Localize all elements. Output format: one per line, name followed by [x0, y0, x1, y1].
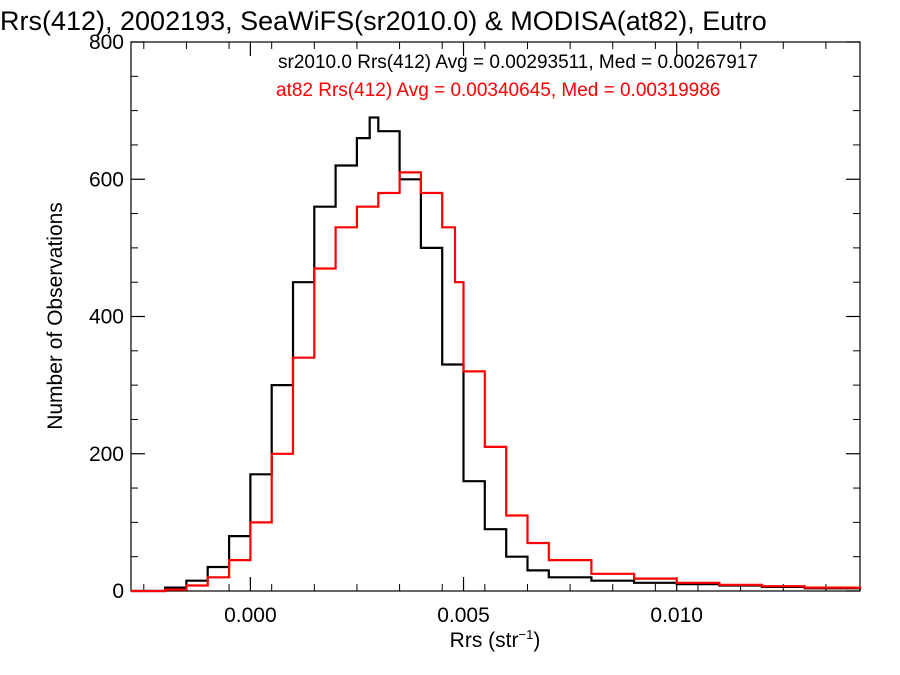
y-tick-label: 200 — [89, 443, 124, 466]
y-axis: 0 200 400 600 800 — [89, 31, 860, 603]
x-tick-label: 0.005 — [437, 604, 490, 627]
y-axis-label: Number of Observations — [44, 202, 67, 430]
plot-frame — [130, 41, 861, 592]
x-tick-label: 0.000 — [224, 604, 277, 627]
x-tick-label: 0.010 — [650, 604, 703, 627]
y-tick-label: 800 — [89, 31, 124, 54]
y-tick-label: 400 — [89, 306, 124, 329]
legend-annotation-at82: at82 Rrs(412) Avg = 0.00340645, Med = 0.… — [276, 80, 720, 101]
y-tick-label: 600 — [89, 168, 124, 191]
series-layer — [131, 116, 862, 593]
legend-annotation-sr2010: sr2010.0 Rrs(412) Avg = 0.00293511, Med … — [278, 52, 758, 73]
x-axis: 0.000 0.005 0.010 — [143, 42, 827, 627]
x-axis-label: Rrs (str−1) — [450, 627, 541, 652]
y-tick-label: 0 — [112, 580, 124, 603]
series-line-at82 — [131, 171, 862, 593]
chart-title: Rrs(412), 2002193, SeaWiFS(sr2010.0) & M… — [0, 6, 767, 36]
series-line-sr2010 — [131, 116, 862, 593]
